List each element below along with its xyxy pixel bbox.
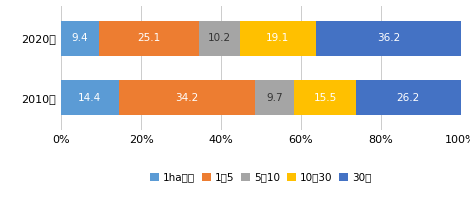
Text: 34.2: 34.2	[175, 93, 198, 103]
Text: 14.4: 14.4	[78, 93, 102, 103]
Text: 9.4: 9.4	[71, 33, 88, 43]
Text: 10.2: 10.2	[208, 33, 231, 43]
Bar	[99, 21, 199, 56]
Text: 25.1: 25.1	[137, 33, 160, 43]
Bar	[316, 21, 461, 56]
Text: 15.5: 15.5	[313, 93, 337, 103]
Bar	[118, 80, 255, 115]
Bar	[61, 21, 99, 56]
Text: 9.7: 9.7	[266, 93, 283, 103]
Text: 26.2: 26.2	[397, 93, 420, 103]
Bar	[61, 80, 118, 115]
Text: 19.1: 19.1	[266, 33, 290, 43]
Bar	[240, 21, 316, 56]
Text: 36.2: 36.2	[376, 33, 400, 43]
Bar	[199, 21, 240, 56]
Legend: 1ha未満, 1〜5, 5〜10, 10〜30, 30〜: 1ha未満, 1〜5, 5〜10, 10〜30, 30〜	[150, 172, 372, 182]
Bar	[356, 80, 461, 115]
Bar	[294, 80, 356, 115]
Bar	[255, 80, 294, 115]
